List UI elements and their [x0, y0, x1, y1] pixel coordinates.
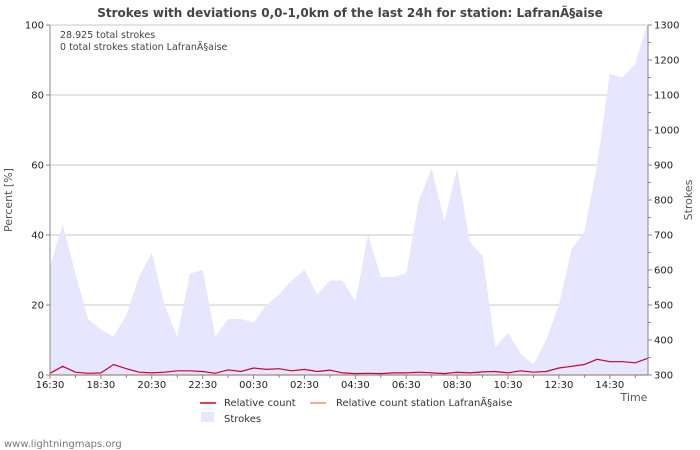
- relative-count-line: [49, 357, 649, 375]
- right-tick-label-1200: 1200: [654, 56, 679, 67]
- right-tick-label-900: 900: [654, 161, 673, 172]
- x-tick-label-08:30: 08:30: [443, 380, 472, 391]
- x-tick-label-18:30: 18:30: [86, 380, 115, 391]
- strokes-area-fill: [50, 21, 648, 375]
- right-axis-label: Strokes: [682, 179, 695, 220]
- legend-swatch-strokes: [201, 412, 214, 422]
- chart-title: Strokes with deviations 0,0-1,0km of the…: [97, 5, 603, 20]
- left-tick-label-20: 20: [31, 301, 44, 312]
- annotation-station-strokes: 0 total strokes station LafranÃ§aise: [60, 42, 228, 53]
- right-tick-label-1000: 1000: [654, 126, 679, 137]
- right-tick-label-700: 700: [654, 231, 673, 242]
- left-tick-label-40: 40: [31, 231, 44, 242]
- x-tick-label-00:30: 00:30: [239, 380, 268, 391]
- legend-relative-count: Relative count: [224, 398, 296, 409]
- x-tick-label-20:30: 20:30: [137, 380, 166, 391]
- strokes-area: [50, 21, 648, 375]
- right-tick-label-1100: 1100: [654, 91, 679, 102]
- x-tick-label-16:30: 16:30: [36, 380, 65, 391]
- right-tick-label-1300: 1300: [654, 21, 679, 32]
- left-axis-ticks: 0 20 40 60 80 100: [25, 21, 50, 382]
- left-tick-label-0: 0: [38, 371, 44, 382]
- legend-strokes: Strokes: [224, 414, 261, 425]
- x-tick-label-12:30: 12:30: [545, 380, 574, 391]
- left-tick-label-80: 80: [31, 91, 44, 102]
- x-axis-ticks: 16:30 18:30 20:30 22:30 00:30 02:30 04:30 06:30…: [36, 375, 636, 391]
- x-tick-label-04:30: 04:30: [341, 380, 370, 391]
- legend-relative-count-station: Relative count station LafranÃ§aise: [336, 396, 512, 409]
- right-tick-label-400: 400: [654, 336, 673, 347]
- x-tick-label-02:30: 02:30: [290, 380, 319, 391]
- x-tick-label-22:30: 22:30: [188, 380, 217, 391]
- x-tick-label-14:30: 14:30: [595, 380, 624, 391]
- right-tick-label-500: 500: [654, 301, 673, 312]
- right-tick-label-600: 600: [654, 266, 673, 277]
- x-axis-label: Time: [620, 391, 648, 404]
- x-tick-label-06:30: 06:30: [392, 380, 421, 391]
- right-axis-ticks: 300 400 500 600 700 800 900 1000 1100 1200 1300: [648, 21, 679, 382]
- footer-credit: www.lightningmaps.org: [4, 439, 122, 450]
- left-axis-label: Percent [%]: [2, 168, 15, 232]
- left-tick-label-60: 60: [31, 161, 44, 172]
- left-tick-label-100: 100: [25, 21, 44, 32]
- annotation-total-strokes: 28.925 total strokes: [60, 30, 155, 41]
- right-tick-label-800: 800: [654, 196, 673, 207]
- x-tick-label-10:30: 10:30: [494, 380, 523, 391]
- right-tick-label-300: 300: [654, 371, 673, 382]
